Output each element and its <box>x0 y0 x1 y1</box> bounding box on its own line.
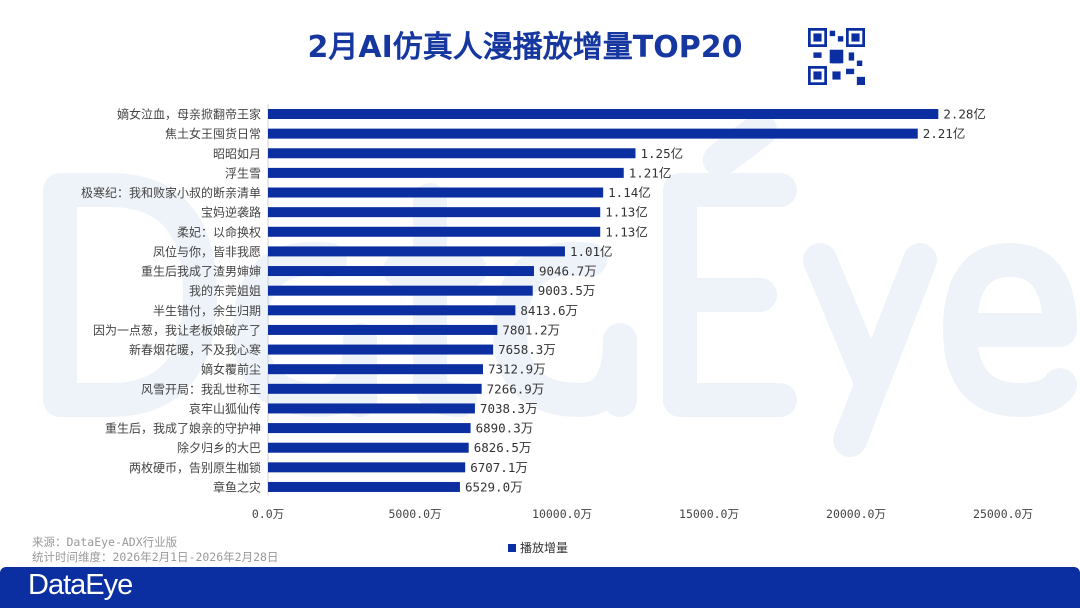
bar <box>268 442 469 453</box>
x-tick-label: 10000.0万 <box>532 507 592 521</box>
data-label: 1.13亿 <box>605 224 648 239</box>
bar <box>268 128 918 139</box>
bar <box>268 109 939 119</box>
data-label: 6707.1万 <box>470 460 528 475</box>
bar <box>268 305 516 316</box>
data-label: 1.14亿 <box>608 185 651 200</box>
bar <box>268 226 601 237</box>
bar <box>268 207 601 218</box>
category-label: 我的东莞姐姐 <box>189 283 261 298</box>
bar <box>268 423 471 434</box>
data-label: 7038.3万 <box>480 401 538 416</box>
category-label: 嫡女泣血，母亲掀翻帝王家 <box>117 107 261 122</box>
category-label: 重生后，我成了娘亲的守护神 <box>105 421 261 436</box>
bar <box>268 187 604 198</box>
category-label: 章鱼之灾 <box>213 479 261 494</box>
x-tick-label: 15000.0万 <box>679 507 739 521</box>
data-label: 6826.5万 <box>474 440 532 455</box>
category-label: 半生错付，余生归期 <box>153 303 261 318</box>
legend-label: 播放增量 <box>520 541 569 555</box>
category-label: 柔妃：以命换权 <box>177 224 261 239</box>
bar <box>268 344 494 355</box>
bar <box>268 481 460 492</box>
category-label: 凤位与你，皆非我愿 <box>153 244 261 259</box>
category-label: 重生后我成了渣男婶婶 <box>141 264 261 279</box>
data-label: 7312.9万 <box>488 362 546 377</box>
footer-bar: DataEye <box>0 567 1080 608</box>
bar <box>268 324 498 335</box>
x-tick-label: 0.0万 <box>252 507 284 521</box>
period-note: 统计时间维度：2026年2月1日-2026年2月28日 <box>32 550 279 564</box>
category-label: 新春烟花暖，不及我心寒 <box>129 342 261 357</box>
x-tick-label: 25000.0万 <box>973 507 1033 521</box>
bar <box>268 462 466 473</box>
bar <box>268 285 533 296</box>
data-label: 2.28亿 <box>943 107 986 122</box>
category-label: 昭昭如月 <box>213 146 261 161</box>
data-label: 1.01亿 <box>570 244 613 259</box>
data-label: 9046.7万 <box>539 264 597 279</box>
qr-code-icon <box>808 28 865 85</box>
data-label: 9003.5万 <box>538 283 596 298</box>
category-label: 风雪开局：我乱世称王 <box>141 382 261 396</box>
source-note: 来源：DataEye-ADX行业版 <box>32 535 178 549</box>
category-label: 宝妈逆袭路 <box>201 205 261 220</box>
category-label: 除夕归乡的大巴 <box>177 440 261 455</box>
x-tick-label: 20000.0万 <box>826 507 886 521</box>
data-label: 7266.9万 <box>487 381 545 396</box>
data-label: 8413.6万 <box>520 303 578 318</box>
data-label: 6529.0万 <box>465 479 523 494</box>
chart-title: 2月AI仿真人漫播放增量TOP20 <box>307 30 743 65</box>
category-label: 极寒纪：我和败家小叔的断亲清单 <box>81 185 261 200</box>
category-label: 两枚硬币，告别原生枷锁 <box>129 460 261 475</box>
x-tick-label: 5000.0万 <box>388 507 441 521</box>
data-label: 2.21亿 <box>923 126 966 141</box>
data-label: 7801.2万 <box>502 322 560 337</box>
bar <box>268 266 534 277</box>
source-notes: 来源：DataEye-ADX行业版 统计时间维度：2026年2月1日-2026年… <box>32 535 278 565</box>
bar <box>268 403 475 414</box>
category-label: 哀牢山狐仙传 <box>189 401 261 416</box>
data-label: 1.13亿 <box>605 205 648 220</box>
category-label: 焦土女王囤货日常 <box>165 126 261 141</box>
bar <box>268 246 565 257</box>
bar <box>268 383 482 394</box>
category-label: 因为一点葱，我让老板娘破产了 <box>93 322 261 337</box>
legend-swatch <box>508 543 516 552</box>
bar <box>268 148 636 159</box>
data-label: 1.25亿 <box>641 146 684 161</box>
legend: 播放增量 <box>508 539 568 556</box>
category-label: 浮生雪 <box>225 166 261 180</box>
bar <box>268 167 624 178</box>
category-label: 嫡女覆前尘 <box>201 362 261 377</box>
data-label: 7658.3万 <box>498 342 556 357</box>
dataeye-logo: DataEye <box>28 569 133 601</box>
bar <box>268 364 483 375</box>
data-label: 1.21亿 <box>629 165 672 180</box>
data-label: 6890.3万 <box>476 421 534 436</box>
